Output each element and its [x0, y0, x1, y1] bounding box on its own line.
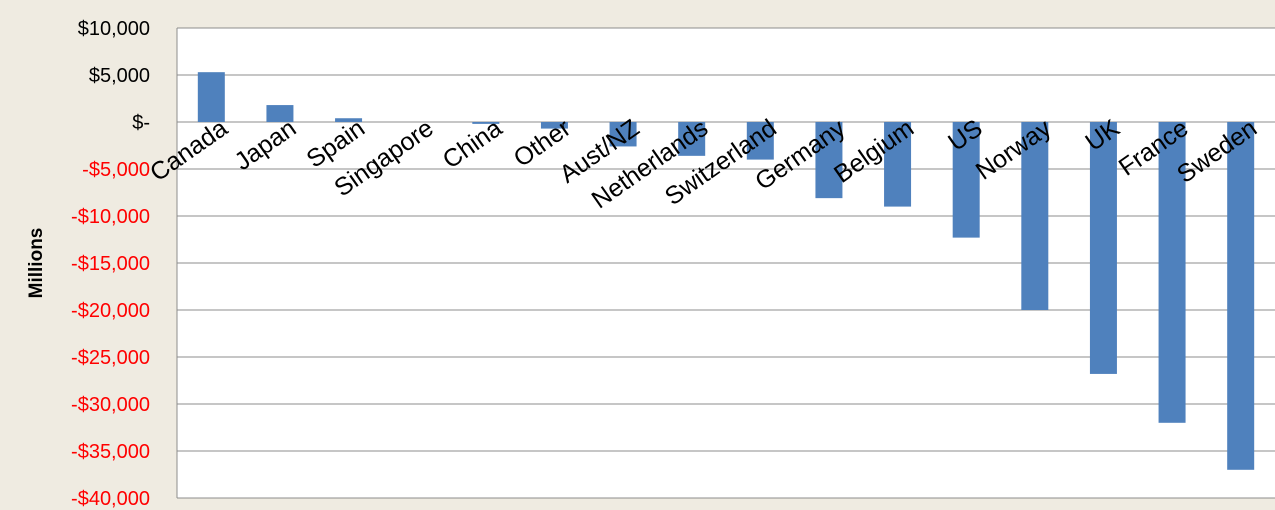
bar-us	[952, 122, 980, 238]
y-tick-label: -$40,000	[71, 488, 150, 510]
y-tick-label: $10,000	[78, 18, 150, 40]
bar-uk	[1089, 122, 1117, 374]
y-tick-label: -$25,000	[71, 347, 150, 369]
y-tick-label: -$35,000	[71, 441, 150, 463]
bar-germany	[815, 122, 843, 199]
y-tick-label: -$30,000	[71, 394, 150, 416]
bar-canada	[197, 72, 225, 122]
bar-japan	[266, 105, 294, 122]
bar-aust-nz	[609, 122, 637, 147]
bar-china	[472, 122, 500, 124]
y-tick-label: -$10,000	[71, 206, 150, 228]
bar-norway	[1021, 122, 1049, 310]
bar-spain	[335, 118, 363, 122]
bar-switzerland	[746, 122, 774, 160]
bar-belgium	[884, 122, 912, 207]
y-tick-label: $-	[132, 112, 150, 134]
bar-france	[1158, 122, 1186, 423]
bar-netherlands	[678, 122, 706, 156]
y-tick-label: $5,000	[89, 65, 150, 87]
bar-other	[540, 122, 568, 129]
y-axis-label: Millions	[26, 228, 47, 299]
y-tick-labels: $10,000 $5,000 $- -$5,000 -$10,000 -$15,000 -$…	[71, 18, 150, 510]
y-tick-label: -$20,000	[71, 300, 150, 322]
y-tick-label: -$15,000	[71, 253, 150, 275]
y-tick-label: -$5,000	[82, 159, 150, 181]
bars	[197, 72, 1255, 470]
bar-sweden	[1227, 122, 1255, 470]
